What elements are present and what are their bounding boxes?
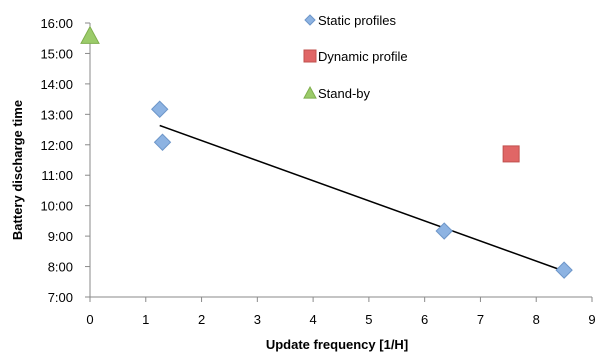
y-tick-label: 14:00 [40,77,73,92]
y-tick-label: 10:00 [40,199,73,214]
y-tick-label: 12:00 [40,138,73,153]
y-tick-label: 15:00 [40,46,73,61]
x-tick-label: 1 [142,312,149,327]
legend-label: Stand-by [318,86,371,101]
data-point-diamond [153,133,172,151]
data-point-diamond [435,222,453,240]
y-axis-title: Battery discharge time [10,100,25,240]
y-tick-label: 8:00 [48,260,73,275]
x-tick-label: 0 [86,312,93,327]
legend-marker-triangle [303,85,317,99]
y-tick-label: 11:00 [41,168,73,183]
x-tick-label: 2 [198,312,205,327]
x-axis-title: Update frequency [1/H] [266,337,408,352]
x-tick-label: 8 [533,312,540,327]
x-tick-label: 3 [254,312,261,327]
x-tick-label: 9 [588,312,595,327]
legend-label: Dynamic profile [318,49,408,64]
y-tick-label: 7:00 [48,290,73,305]
data-point-diamond [151,100,169,118]
legend-label: Static profiles [318,13,397,28]
data-point-triangle [80,25,100,44]
x-tick-label: 7 [477,312,484,327]
x-tick-label: 6 [421,312,428,327]
data-point-diamond [555,261,573,279]
data-point-square [502,145,520,163]
y-tick-label: 13:00 [40,107,73,122]
trendline [159,124,565,272]
y-tick-label: 9:00 [48,229,73,244]
x-tick-label: 5 [365,312,372,327]
y-tick-label: 16:00 [40,16,73,31]
legend-marker-square [303,49,317,63]
legend-marker-diamond [304,14,316,26]
x-tick-label: 4 [309,312,316,327]
